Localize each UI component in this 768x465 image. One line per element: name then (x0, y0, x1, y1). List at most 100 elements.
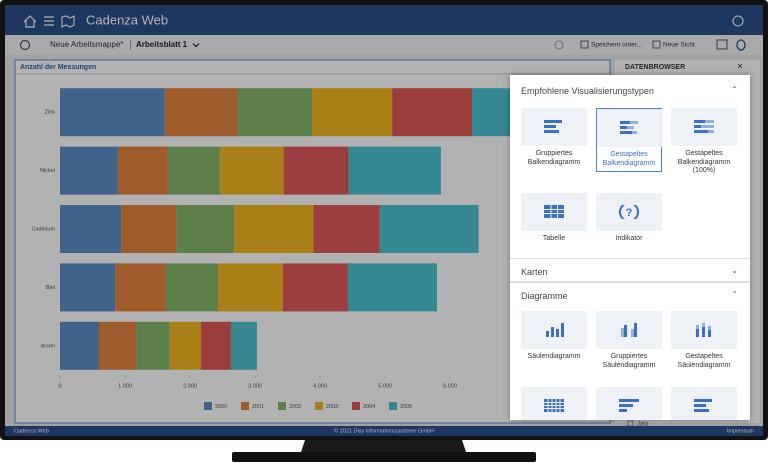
section-header[interactable]: Karten ⌄ (510, 261, 750, 283)
x-tick-label: 0 (58, 383, 61, 389)
tile-icon (619, 399, 639, 412)
stand-neck (301, 440, 466, 452)
bar-segment (237, 88, 313, 137)
workbook-name[interactable]: Neue Arbeitsmappe* (50, 40, 123, 49)
tile-icon (694, 399, 712, 412)
tile-icon (620, 121, 638, 134)
tile-icon (544, 399, 564, 412)
new-view[interactable]: Neue Sicht (663, 42, 695, 49)
footer-left: Cadenza Web (14, 428, 49, 434)
tile-label: Gestapeltes Säulendiagramm (677, 353, 731, 369)
viz-tile[interactable]: Gestapeltes Balkendiagramm (100%) (671, 108, 737, 179)
tile-icon-box: ? (596, 193, 662, 231)
bar-segment (348, 146, 441, 195)
visualization-picker: Empfohlene Visualisierungstypen ⌃ Gruppier… (510, 75, 750, 420)
view-icon[interactable] (652, 40, 661, 49)
legend-label: 2005 (400, 404, 412, 410)
bar-segment (136, 321, 170, 370)
home-icon[interactable] (23, 15, 37, 28)
bar-segment (217, 263, 283, 312)
bar-segment (201, 321, 231, 370)
legend-label: 2001 (252, 404, 264, 410)
bar-segment (164, 88, 238, 137)
menu-icon[interactable] (44, 16, 54, 26)
chart-title: Anzahl der Messungen (20, 64, 96, 71)
y-tick-label: Blei (46, 285, 55, 291)
y-tick-label: Cadmium (31, 226, 55, 232)
tile-label: Tabelle (542, 235, 566, 242)
map-icon[interactable] (61, 15, 75, 28)
legend-label: 2003 (326, 404, 338, 410)
legend-swatch (389, 402, 397, 410)
tile-icon-box (671, 108, 737, 146)
footer-center: © 2021 Disy Informationssysteme GmbH (334, 427, 434, 434)
bar-segment (60, 88, 165, 137)
tile-icon-box (597, 109, 663, 147)
viz-tile[interactable]: ? Indikator (596, 193, 662, 247)
tile-icon-box (596, 311, 662, 349)
bar-segment (312, 88, 393, 137)
bar-segment (60, 321, 99, 370)
tile-icon (696, 323, 711, 337)
viz-tile[interactable]: Säulendiagramm (521, 311, 587, 365)
bar-segment (282, 263, 348, 312)
tile-label: Gestapeltes Balkendiagramm (100%) (677, 150, 731, 174)
sidebar-title: DATENBROWSER (625, 64, 685, 71)
x-tick-label: 5.000 (378, 383, 392, 389)
sheet-name[interactable]: Arbeitsblatt 1 (136, 40, 188, 49)
viz-tile[interactable]: Gestapeltes Säulendiagramm (671, 311, 737, 373)
section-chevron: ⌃ (731, 85, 738, 94)
y-tick-label: Arsen (41, 343, 55, 349)
legend-label: 2004 (363, 404, 375, 410)
app-name: Cadenza Web (86, 12, 168, 27)
x-tick-label: 4.000 (313, 383, 327, 389)
tile-icon (546, 323, 564, 337)
bar-segment (379, 205, 479, 253)
viz-tile[interactable]: Tabelle (521, 193, 587, 247)
section-header[interactable]: Empfohlene Visualisierungstypen ⌃ (510, 80, 750, 102)
x-tick-label: 2.000 (183, 383, 197, 389)
db-icon[interactable] (736, 39, 746, 51)
viz-tile[interactable] (671, 387, 737, 420)
bar-segment (392, 88, 473, 137)
bar-segment (117, 146, 168, 195)
tile-icon-box (521, 193, 587, 231)
divider (510, 282, 750, 283)
divider (510, 281, 750, 282)
bar-segment (176, 205, 235, 253)
top-bar (5, 5, 763, 35)
tile-label: Gruppiertes Säulendiagramm (602, 353, 656, 369)
stand-base (232, 452, 536, 462)
viz-tile[interactable] (596, 387, 662, 420)
viz-tile[interactable] (521, 387, 587, 420)
legend-label: 2002 (289, 404, 301, 410)
x-tick-label: 3.000 (248, 383, 262, 389)
x-tick-label: 6.000 (443, 383, 457, 389)
bar-segment (169, 321, 202, 370)
bar-segment (60, 263, 116, 312)
help-icon[interactable] (732, 15, 744, 27)
save-icon[interactable] (580, 40, 589, 49)
viz-tile[interactable]: Gruppiertes Balkendiagramm (521, 108, 587, 170)
chart: 0 1.000 2.000 3.000 4.000 5.000 6.000 Zink Nicke… (31, 88, 544, 410)
save-as[interactable]: Speichern unter... (591, 42, 642, 49)
bar-segment (60, 146, 118, 195)
sidebar-item[interactable]: Jahr (637, 422, 649, 428)
bar-segment (121, 205, 177, 253)
y-tick-label: Zink (45, 110, 56, 116)
tile-label: Säulendiagramm (527, 353, 581, 360)
tile-icon (544, 120, 562, 133)
section-header[interactable]: Diagramme ⌃ (510, 285, 750, 307)
footer-right[interactable]: Impressum (727, 428, 755, 434)
bar-segment (283, 146, 349, 195)
section-chevron: ⌄ (731, 266, 738, 275)
sheet-chevron[interactable] (192, 43, 200, 48)
viz-tile[interactable]: Gestapeltes Balkendiagramm (596, 108, 663, 172)
tool-icon[interactable] (716, 39, 728, 50)
tile-icon: ? (619, 205, 639, 219)
sidebar-close[interactable]: × (737, 62, 743, 73)
workbook-icon[interactable] (19, 39, 31, 51)
edit-icon[interactable] (554, 40, 564, 50)
viz-tile[interactable]: Gruppiertes Säulendiagramm (596, 311, 662, 373)
